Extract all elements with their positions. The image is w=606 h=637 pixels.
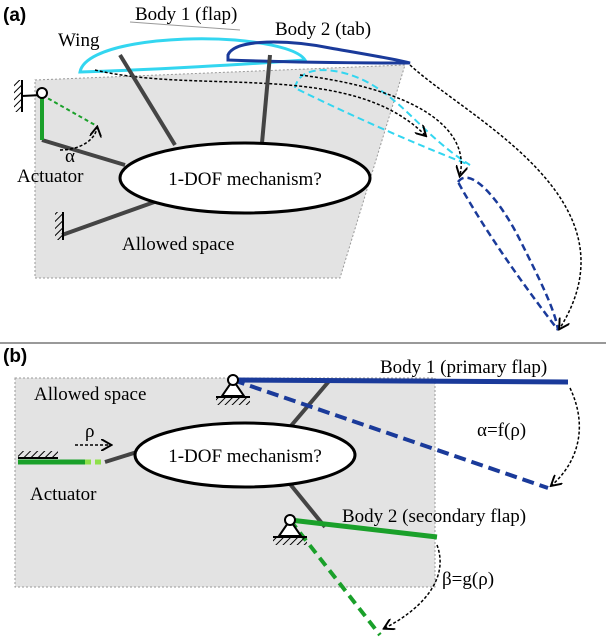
body1-label: Body 1 (flap) [135, 4, 237, 25]
body1 [233, 380, 568, 382]
input-label: ρ [85, 421, 94, 442]
space-label: Allowed space [122, 234, 234, 255]
mechanism-label: 1-DOF mechanism? [168, 446, 322, 467]
panel-b: (b) Allowed space ρ 1-DOF mechanism? Act… [3, 346, 579, 635]
actuator-label: Actuator [17, 166, 84, 187]
ground [14, 80, 22, 112]
body2-label: Body 2 (tab) [275, 19, 371, 40]
motion-arrow [410, 65, 581, 328]
angle-label: α [65, 146, 75, 167]
body2-rotated [458, 178, 558, 330]
body2-label: Body 2 (secondary flap) [342, 506, 526, 527]
pivot [37, 88, 47, 98]
mechanism-label: 1-DOF mechanism? [168, 169, 322, 190]
rotation-arrow [552, 388, 579, 485]
panel-label: (a) [3, 5, 26, 26]
figure: (a) Body 1 (flap) Body 2 (tab) Wing α Ac… [0, 0, 606, 637]
pivot [285, 515, 295, 525]
wing-label: Wing [58, 30, 100, 51]
space-label: Allowed space [34, 384, 146, 405]
panel-label: (b) [3, 346, 27, 367]
ground [55, 212, 63, 240]
pivot [228, 375, 238, 385]
panel-a: (a) Body 1 (flap) Body 2 (tab) Wing α Ac… [3, 4, 581, 330]
ground [18, 451, 58, 458]
body1-label: Body 1 (primary flap) [380, 357, 547, 378]
body2 [228, 42, 410, 63]
relation2-label: β=g(ρ) [442, 569, 494, 590]
relation1-label: α=f(ρ) [477, 420, 526, 441]
actuator-label: Actuator [30, 484, 97, 505]
